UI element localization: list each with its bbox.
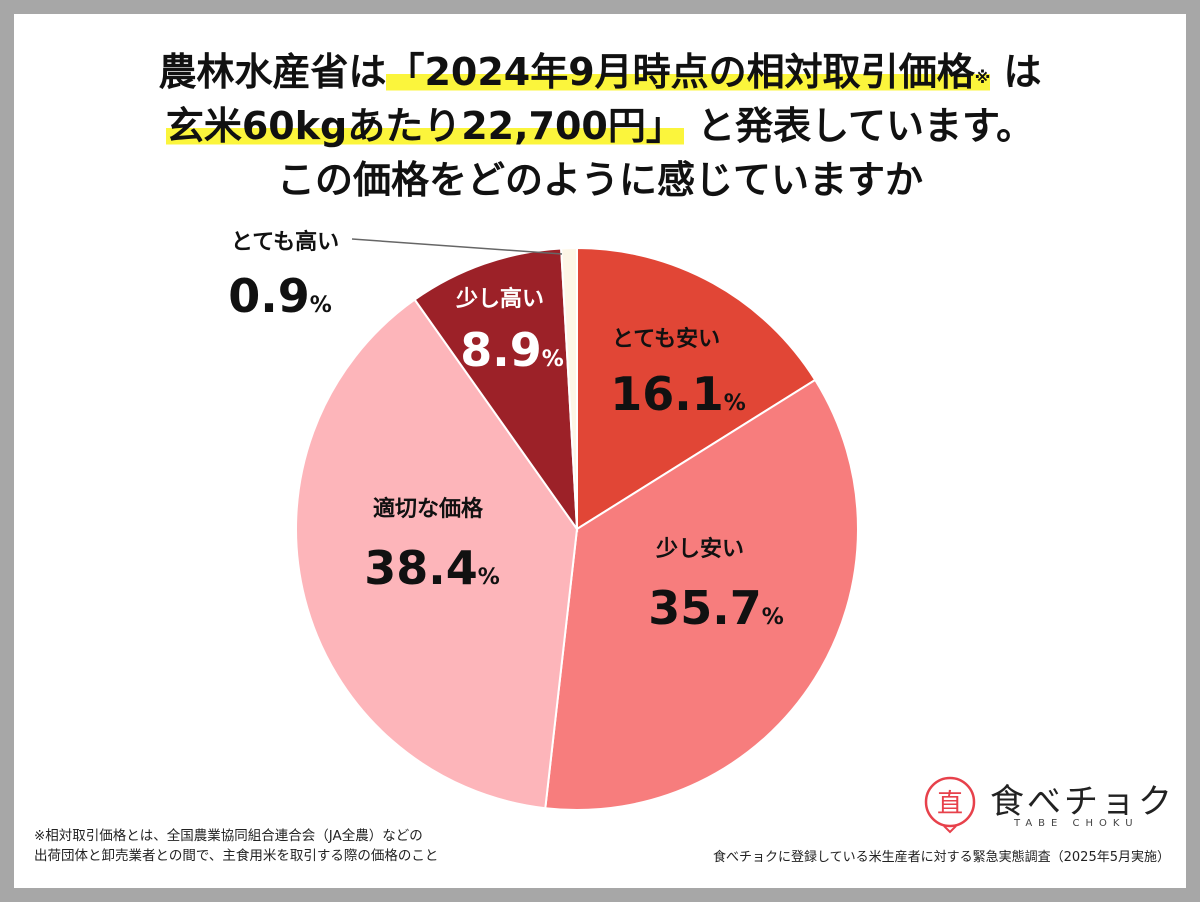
title-highlight-1: 「2024年9月時点の相対取引価格※ <box>386 50 991 94</box>
slice-value-unit-3: % <box>542 347 564 372</box>
slice-value-unit-0: % <box>724 391 746 416</box>
slice-label-totemo-takai: とても高い <box>231 229 339 255</box>
title-highlight-2: 玄米60kgあたり22,700円」 <box>165 104 684 148</box>
tabechoku-logo: 直 食べチョク TABE CHOKU <box>918 770 1172 840</box>
source-note: 食べチョクに登録している米生産者に対する緊急実態調査（2025年5月実施） <box>713 850 1170 865</box>
pie-slice-1 <box>544 378 859 811</box>
pie-slice-2 <box>295 298 579 810</box>
slice-value-unit-1: % <box>762 605 784 630</box>
logo-subtitle: TABE CHOKU <box>1014 818 1139 829</box>
slice-value-number-0: 16.1 <box>610 367 724 421</box>
slice-value-unit-4: % <box>310 293 332 318</box>
title-line-1: 農林水産省は「2024年9月時点の相対取引価格※ は <box>0 46 1200 104</box>
slice-value-number-2: 38.4 <box>364 541 478 595</box>
slice-value-number-1: 35.7 <box>648 581 762 635</box>
slice-value-totemo-takai: 0.9% <box>228 269 332 323</box>
logo-mark-text: 直 <box>937 789 963 819</box>
title-note-mark: ※ <box>974 68 991 87</box>
leader-line-totemo-takai <box>351 238 563 255</box>
footnote-line-1: ※相対取引価格とは、全国農業協同組合連合会（JA全農）などの <box>34 828 423 844</box>
slice-value-tekisetsu: 38.4% <box>364 541 500 595</box>
pie-slice-0 <box>576 246 817 531</box>
slice-value-unit-2: % <box>478 565 500 590</box>
slice-value-number-3: 8.9 <box>460 323 542 377</box>
slice-label-sukoshi-takai: 少し高い <box>455 286 544 312</box>
title-text-2b: と発表しています。 <box>697 104 1035 148</box>
slice-label-totemo-yasui: とても安い <box>612 326 720 352</box>
title-line-3: この価格をどのように感じていますか <box>276 158 923 202</box>
slice-label-tekisetsu: 適切な価格 <box>373 496 484 522</box>
pie-slice-3 <box>413 247 579 533</box>
pie-slices <box>295 246 859 811</box>
pie-slice-4 <box>560 246 578 530</box>
logo-mark-icon: 直 <box>924 776 976 834</box>
title-text-1a: 農林水産省は <box>158 50 387 94</box>
slice-label-sukoshi-yasui: 少し安い <box>655 536 744 562</box>
slice-value-sukoshi-takai: 8.9% <box>460 323 564 377</box>
slice-value-number-4: 0.9 <box>228 269 310 323</box>
title-line-2: 玄米60kgあたり22,700円」 と発表しています。 <box>0 100 1200 152</box>
title-text-1c: は <box>1003 50 1042 94</box>
logo-name: 食べチョク <box>990 782 1175 822</box>
slice-value-sukoshi-yasui: 35.7% <box>648 581 784 635</box>
slice-value-totemo-yasui: 16.1% <box>610 367 746 421</box>
footnote-line-2: 出荷団体と卸売業者との間で、主食用米を取引する際の価格のこと <box>34 848 439 864</box>
title-text-1b: 「2024年9月時点の相対取引価格 <box>386 50 975 94</box>
footnote: ※相対取引価格とは、全国農業協同組合連合会（JA全農）などの 出荷団体と卸売業者… <box>34 826 438 866</box>
